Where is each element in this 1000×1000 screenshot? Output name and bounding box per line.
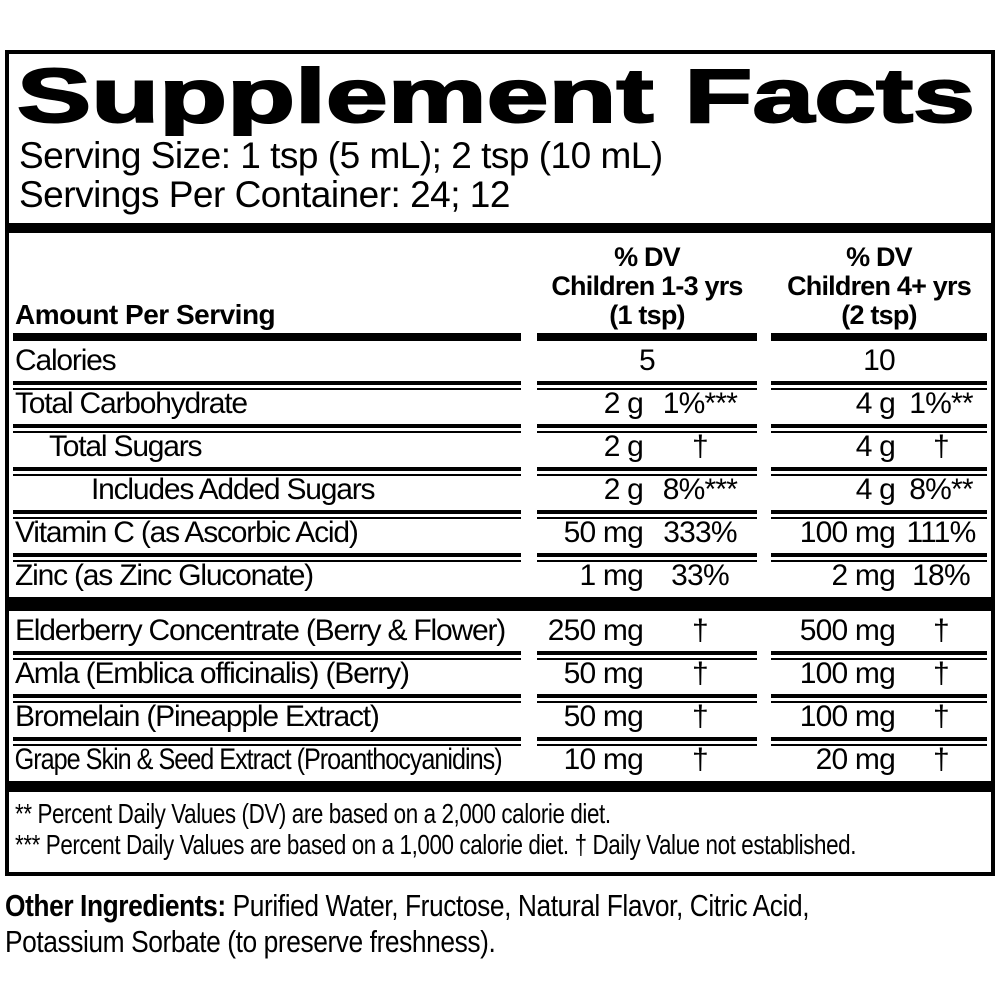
row-label: Amla (Emblica officinalis) (Berry) [15,657,410,690]
other-ingredients-line2: Potassium Sorbate (to preserve freshness… [5,924,496,959]
other-ingredients: Other Ingredients: Purified Water, Fruct… [5,888,847,960]
table-row-elderberry: Elderberry Concentrate (Berry & Flower) … [13,611,987,651]
row-separator [13,424,987,433]
divider-thick-middle [9,597,991,611]
amount-1tsp: 50 mg [563,700,644,733]
value-2tsp: 10 [863,344,896,377]
group-label: Children 1-3 yrs [551,271,743,301]
footnotes: ** Percent Daily Values (DV) are based o… [13,798,987,860]
row-label: Bromelain (Pineapple Extract) [15,700,380,733]
row-label: Grape Skin & Seed Extract (Proanthocyani… [14,743,503,776]
row-label: Calories [15,344,117,377]
amount-1tsp: 2 g [603,387,644,420]
table-row-total-sugars: Total Sugars 2 g † 4 g † [13,427,987,467]
dv-2tsp: † [933,614,950,647]
amount-per-serving-header: Amount Per Serving [15,299,276,330]
table-row-vitamin-c: Vitamin C (as Ascorbic Acid) 50 mg 333% 1… [13,513,987,553]
row-separator [13,510,987,519]
row-label: Zinc (as Zinc Gluconate) [15,559,314,592]
divider-thick-bottom [9,781,991,792]
value-1tsp: 5 [639,344,656,377]
table-row-zinc: Zinc (as Zinc Gluconate) 1 mg 33% 2 mg 18% [13,556,987,596]
row-separator [13,651,987,660]
dv-1tsp: † [692,430,709,463]
amount-1tsp: 50 mg [563,516,644,549]
other-ingredients-label: Other Ingredients: [5,888,226,923]
dv-2tsp: † [933,430,950,463]
dv-1tsp: 333% [663,516,737,549]
amount-1tsp: 10 mg [563,743,644,776]
dv-1tsp: 33% [671,559,729,592]
amount-1tsp: 50 mg [563,657,644,690]
serving-label: (1 tsp) [609,300,685,330]
amount-2tsp: 2 mg [831,559,896,592]
amount-1tsp: 1 mg [579,559,644,592]
row-separator [13,381,987,390]
dv-1tsp: † [692,743,709,776]
panel-title: Supplement Facts [17,56,975,136]
table-header-row: Amount Per Serving % DV Children 1-3 yrs… [13,233,987,333]
dv-2tsp: 1%** [909,387,973,420]
amount-2tsp: 100 mg [799,657,896,690]
row-separator [13,737,987,746]
row-label: Elderberry Concentrate (Berry & Flower) [15,614,506,647]
dv-1tsp: † [692,700,709,733]
supplement-facts-panel: Supplement Facts Serving Size: 1 tsp (5 … [5,50,995,876]
amount-1tsp: 2 g [603,430,644,463]
footnote-1000-calorie: *** Percent Daily Values are based on a … [15,829,857,860]
amount-1tsp: 250 mg [547,614,644,647]
panel-title-graphic: Supplement Facts [16,56,976,136]
dv-label: % DV [846,242,913,272]
amount-2tsp: 4 g [855,473,896,506]
dv-1tsp: † [692,614,709,647]
other-ingredients-text: Purified Water, Fructose, Natural Flavor… [225,888,810,923]
dv-2tsp: † [933,700,950,733]
dv-2tsp: 111% [906,516,976,549]
column-header-children-4plus: % DV Children 4+ yrs (2 tsp) [771,243,987,333]
row-separator [13,694,987,703]
table-row-bromelain: Bromelain (Pineapple Extract) 50 mg † 100… [13,697,987,737]
amount-2tsp: 100 mg [799,700,896,733]
dv-1tsp: † [692,657,709,690]
other-ingredients-line1: Other Ingredients: Purified Water, Fruct… [5,888,847,924]
row-label: Vitamin C (as Ascorbic Acid) [15,516,359,549]
dv-1tsp: 8%*** [662,473,738,506]
row-label: Total Carbohydrate [15,387,248,420]
table-row-calories: Calories 5 10 [13,341,987,381]
dv-2tsp: 8%** [909,473,973,506]
serving-size-text: Serving Size: 1 tsp (5 mL); 2 tsp (10 mL… [19,135,663,176]
dv-2tsp: † [933,657,950,690]
amount-2tsp: 500 mg [799,614,896,647]
group-label: Children 4+ yrs [787,271,972,301]
footnote-2000-calorie: ** Percent Daily Values (DV) are based o… [15,798,611,829]
row-separator [13,553,987,562]
dv-label: % DV [614,242,681,272]
row-label: Total Sugars [49,430,203,463]
dv-1tsp: 1%*** [662,387,738,420]
amount-2tsp: 4 g [855,430,896,463]
dv-2tsp: † [933,743,950,776]
row-separator [13,467,987,476]
amount-2tsp: 100 mg [799,516,896,549]
servings-per-container-text: Servings Per Container: 24; 12 [19,174,510,215]
amount-1tsp: 2 g [603,473,644,506]
table-row-grape-skin-seed: Grape Skin & Seed Extract (Proanthocyani… [13,740,987,780]
header-underline [13,333,987,341]
dv-2tsp: 18% [912,559,970,592]
serving-label: (2 tsp) [841,300,917,330]
amount-2tsp: 4 g [855,387,896,420]
amount-2tsp: 20 mg [815,743,896,776]
table-row-total-carbohydrate: Total Carbohydrate 2 g 1%*** 4 g 1%** [13,384,987,424]
table-row-amla: Amla (Emblica officinalis) (Berry) 50 mg… [13,654,987,694]
table-row-added-sugars: Includes Added Sugars 2 g 8%*** 4 g 8%** [13,470,987,510]
column-header-children-1-3: % DV Children 1-3 yrs (1 tsp) [537,243,757,333]
divider-thick-top [9,223,991,233]
row-label: Includes Added Sugars [91,473,376,506]
